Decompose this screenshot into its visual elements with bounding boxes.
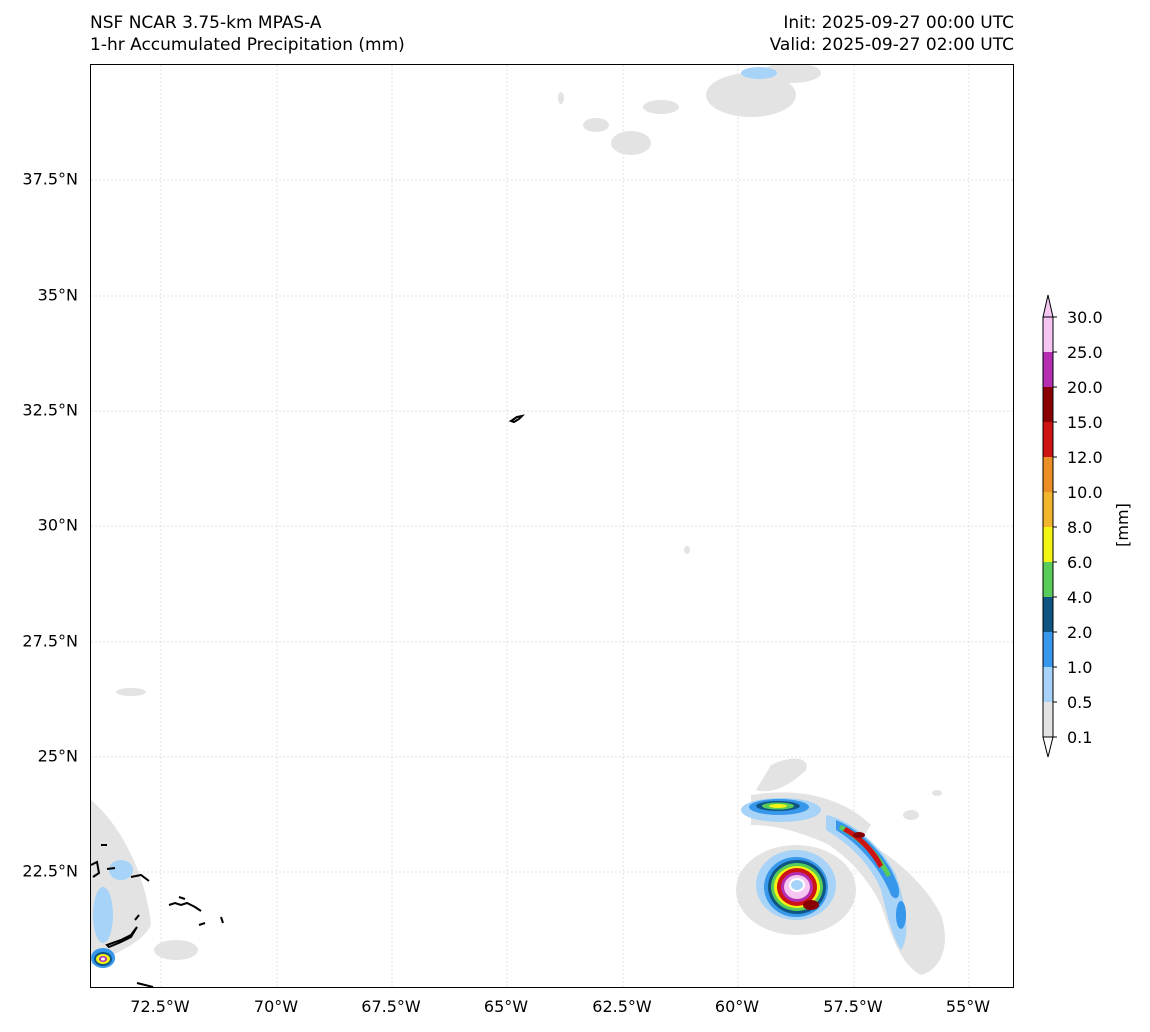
colorbar-tick-label: 4.0 [1067,588,1092,607]
colorbar-segment [1043,492,1053,527]
lat-label-25: 25°N [37,746,78,766]
colorbar-segment [1043,317,1053,352]
island-d [130,873,150,882]
island-c [106,867,116,870]
colorbar-tick-label: 25.0 [1067,343,1103,362]
colorbar-segment [1043,702,1053,737]
lat-label-32-5: 32.5°N [22,400,78,420]
colorbar-tick-label: 6.0 [1067,553,1092,572]
colorbar-label: [mm] [1113,503,1132,547]
lat-label-35: 35°N [37,285,78,305]
title-block: NSF NCAR 3.75-km MPAS-A 1-hr Accumulated… [90,12,405,56]
precip-pale-blue-areas [93,67,907,950]
lon-label-55: 55°W [945,997,991,1016]
model-title: NSF NCAR 3.75-km MPAS-A [90,13,322,33]
lon-label-65: 65°W [483,997,529,1016]
lat-label-22-5: 22.5°N [22,861,78,881]
colorbar-tick-label: 1.0 [1067,658,1092,677]
colorbar-tick-label: 30.0 [1067,308,1103,327]
graticule [91,65,1013,987]
lon-label-67-5: 67.5°W [361,997,421,1016]
colorbar-max-extend [1042,294,1054,318]
precip-map[interactable] [90,64,1014,988]
colorbar-segment [1043,667,1053,702]
colorbar-segment [1043,457,1053,492]
colorbar-segment [1043,352,1053,387]
colorbar-segment [1043,527,1053,562]
colorbar-tick-label: 8.0 [1067,518,1092,537]
island-i [198,922,206,926]
lat-label-30: 30°N [37,515,78,535]
field-title: 1-hr Accumulated Precipitation (mm) [90,35,405,55]
lon-label-72-5: 72.5°W [130,997,190,1016]
lat-label-37-5: 37.5°N [22,169,78,189]
colorbar-tick-label: 20.0 [1067,378,1103,397]
coastlines [91,414,526,987]
time-block: Init: 2025-09-27 00:00 UTC Valid: 2025-0… [770,12,1014,56]
colorbar-segment [1043,597,1053,632]
colorbar-ticks: 0.1 0.5 1.0 2.0 4.0 6.0 8.0 10.0 12.0 15.0 20.0 25.… [1053,308,1103,747]
lon-label-60: 60°W [714,997,760,1016]
lon-label-62-5: 62.5°W [592,997,652,1016]
colorbar-tick-label: 12.0 [1067,448,1103,467]
bermuda-island [508,414,526,424]
colorbar-tick-label: 10.0 [1067,483,1103,502]
lon-label-57-5: 57.5°W [823,997,883,1016]
init-time: Init: 2025-09-27 00:00 UTC [783,13,1014,33]
precip-heavy-areas [99,827,883,962]
island-k [136,982,154,987]
lat-label-27-5: 27.5°N [22,631,78,651]
island-h [105,926,138,949]
island-g [134,914,140,921]
colorbar-segment [1043,387,1053,422]
colorbar-min-extend [1042,736,1054,758]
colorbar-segment [1043,632,1053,667]
colorbar-canvas: 0.1 0.5 1.0 2.0 4.0 6.0 8.0 10.0 12.0 15.0 20.0 25.… [1042,294,1132,758]
colorbar-segment [1043,422,1053,457]
colorbar-segment [1043,562,1053,597]
island-e [168,901,202,912]
colorbar-tick-label: 0.5 [1067,693,1092,712]
colorbar-tick-label: 0.1 [1067,728,1092,747]
colorbar: 0.1 0.5 1.0 2.0 4.0 6.0 8.0 10.0 12.0 15.0 20.0 25.… [1030,290,1150,760]
island-j [220,916,224,924]
island-f [178,896,186,900]
island-a [91,860,101,878]
precip-light-areas [91,65,945,975]
lon-label-70: 70°W [253,997,299,1016]
colorbar-segments [1042,294,1054,758]
colorbar-tick-label: 15.0 [1067,413,1103,432]
colorbar-tick-label: 2.0 [1067,623,1092,642]
map-canvas [91,65,1013,987]
valid-time: Valid: 2025-09-27 02:00 UTC [769,35,1014,55]
